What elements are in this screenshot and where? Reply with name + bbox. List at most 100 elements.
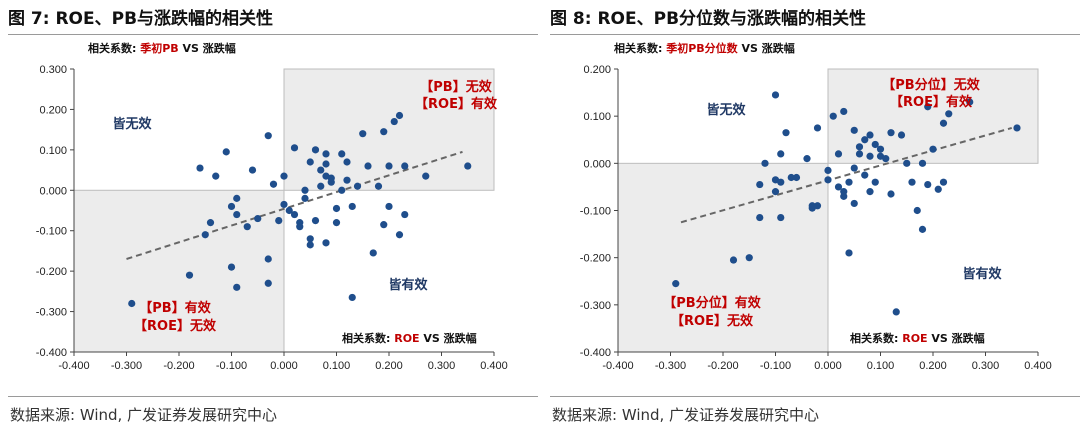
shaded-quadrant-2 <box>73 189 285 353</box>
quadrant-label-top-right: 【ROE】有效 <box>890 94 973 110</box>
x-tick-label: -0.100 <box>216 360 247 372</box>
y-tick-label: 0.000 <box>583 158 611 170</box>
data-point <box>850 164 858 172</box>
trend-line <box>126 150 463 260</box>
data-point <box>887 129 895 137</box>
data-point <box>322 150 330 158</box>
data-point <box>128 299 136 308</box>
data-point <box>311 146 320 154</box>
data-point <box>380 128 388 136</box>
data-point <box>813 124 822 132</box>
x-tick-label: 0.400 <box>1024 360 1052 372</box>
data-point <box>897 131 906 139</box>
quadrant-label-top-right: 【PB分位】无效 <box>882 77 980 93</box>
data-point <box>887 190 895 198</box>
data-point <box>254 214 262 223</box>
quadrant-label-top-left: 皆无效 <box>112 116 152 132</box>
scatter-chart: 0.300 0.200 0.100 0.000 -0.100 -0.200 -0.300 -0… <box>36 41 508 372</box>
data-point <box>871 178 879 186</box>
data-point <box>1013 124 1021 132</box>
data-point <box>327 174 335 182</box>
x-tick-label: -0.200 <box>163 360 194 372</box>
data-point <box>866 152 874 160</box>
data-point <box>322 160 330 168</box>
quadrant-label-bottom-left: 【ROE】无效 <box>671 313 754 329</box>
correlation-subtitle: 相关系数: 季初PB分位数 VS 涨跌幅 <box>614 41 795 55</box>
data-point <box>777 213 785 222</box>
data-point <box>861 136 869 144</box>
data-point <box>322 239 330 247</box>
data-point <box>813 202 822 210</box>
data-point <box>222 148 230 156</box>
correlation-subtitle-roe: 相关系数: ROE VS 涨跌幅 <box>850 331 985 345</box>
subtitle-highlight: ROE <box>902 332 927 345</box>
data-point <box>385 202 393 211</box>
data-point <box>845 178 853 186</box>
x-tick-label: -0.400 <box>602 360 633 372</box>
x-tick-label: 0.000 <box>270 360 298 372</box>
x-tick-label: 0.400 <box>480 360 508 372</box>
subtitle-suffix: VS 涨跌幅 <box>738 41 795 55</box>
x-tick-label: 0.100 <box>867 360 895 372</box>
data-point <box>201 231 209 239</box>
data-point <box>306 158 314 166</box>
data-point <box>301 194 309 202</box>
data-point <box>301 186 309 194</box>
data-point <box>966 98 974 106</box>
data-point <box>840 192 848 200</box>
data-source: 数据来源: Wind, 广发证券发展研究中心 <box>10 406 278 424</box>
x-tick-label: -0.300 <box>655 360 686 372</box>
data-point <box>934 185 942 193</box>
x-tick-label: -0.400 <box>58 360 89 372</box>
data-point <box>374 182 383 190</box>
top-rule <box>550 34 1080 35</box>
data-point <box>212 172 220 180</box>
y-tick-label: -0.200 <box>36 266 67 278</box>
data-point <box>924 103 932 111</box>
data-point <box>761 159 769 167</box>
quadrant-label-top-right: 【ROE】有效 <box>415 96 498 112</box>
y-tick-label: 0.000 <box>39 185 67 197</box>
top-rule <box>8 34 538 35</box>
data-point <box>264 255 272 263</box>
x-tick-label: 0.100 <box>323 360 351 372</box>
y-tick-label: 0.200 <box>583 64 611 76</box>
data-point <box>834 183 843 191</box>
data-point <box>280 200 288 209</box>
data-point <box>390 117 398 126</box>
data-point <box>227 202 236 211</box>
data-point <box>380 221 388 229</box>
data-point <box>756 180 764 189</box>
data-point <box>756 213 764 222</box>
data-point <box>395 111 404 120</box>
data-point <box>401 210 409 219</box>
data-point <box>348 202 356 211</box>
data-point <box>745 254 753 262</box>
data-point <box>269 180 278 188</box>
subtitle-suffix: VS 涨跌幅 <box>420 331 477 345</box>
data-point <box>338 150 346 158</box>
data-point <box>777 150 785 158</box>
data-point <box>840 107 848 116</box>
data-point <box>777 178 785 186</box>
subtitle-suffix: VS 涨跌幅 <box>928 331 985 345</box>
data-point <box>369 249 377 257</box>
figure-title: 图 7: ROE、PB与涨跌幅的相关性 <box>8 9 274 29</box>
data-point <box>348 293 356 302</box>
quadrant-label-bottom-right: 皆有效 <box>388 277 428 293</box>
data-point <box>850 199 858 208</box>
y-tick-label: 0.300 <box>39 64 67 76</box>
y-tick-label: -0.300 <box>36 307 67 319</box>
x-tick-label: -0.100 <box>760 360 791 372</box>
data-point <box>290 144 299 152</box>
y-tick-label: -0.400 <box>36 347 67 359</box>
data-point <box>866 131 874 139</box>
x-tick-label: -0.200 <box>707 360 738 372</box>
data-point <box>185 271 194 279</box>
data-point <box>903 159 911 167</box>
x-tick-label: 0.300 <box>972 360 1000 372</box>
data-point <box>876 145 885 153</box>
data-point <box>824 176 832 184</box>
y-tick-label: -0.100 <box>580 206 611 218</box>
data-point <box>861 171 869 179</box>
